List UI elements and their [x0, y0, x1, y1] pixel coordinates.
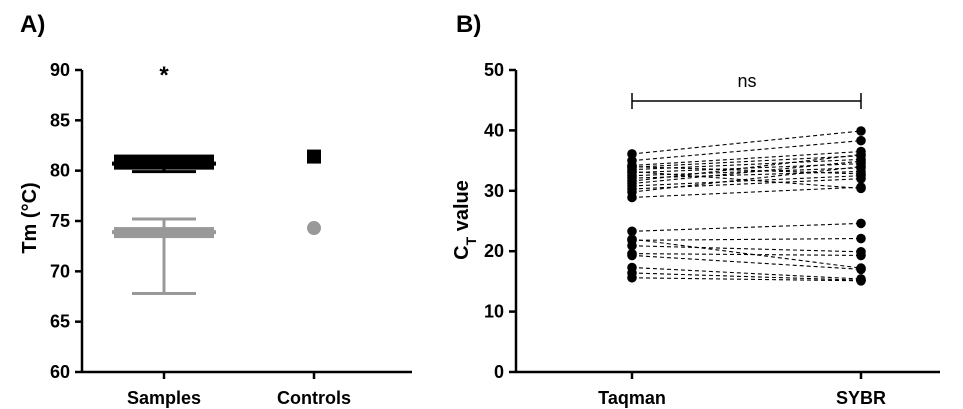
taqman-point	[627, 149, 637, 159]
paired-line	[631, 245, 862, 253]
panel-b-y-tick-label: 40	[484, 120, 504, 140]
panel-b-x-tick-label: SYBR	[836, 388, 886, 408]
sybr-point	[856, 250, 866, 261]
panel-b-label: B)	[456, 11, 481, 38]
taqman-point	[627, 226, 637, 237]
panel-a-y-tick-label: 80	[50, 161, 70, 181]
paired-line	[631, 155, 862, 168]
data-point	[114, 154, 214, 161]
paired-line	[631, 166, 862, 175]
paired-line	[631, 237, 862, 241]
paired-line	[631, 130, 862, 155]
panel-a-x-tick-label: Controls	[277, 388, 351, 408]
paired-line	[631, 160, 862, 185]
sybr-point	[856, 233, 866, 244]
panel-a-y-tick-label: 85	[50, 110, 70, 130]
panel-a-y-tick-label: 90	[50, 60, 70, 80]
panel-a-x-axis: Samples Controls	[82, 370, 412, 408]
taqman-point	[627, 240, 637, 251]
control-circle-marker	[307, 221, 321, 236]
panel-a-x-tick-label: Samples	[127, 388, 201, 408]
panel-a-marks	[112, 149, 321, 295]
panel-a-significance-marker: *	[159, 62, 169, 89]
panel-a-y-tick-label: 75	[50, 211, 70, 231]
paired-line	[631, 254, 862, 270]
panel-b-y-tick-label: 10	[484, 302, 504, 322]
panel-b-marks	[627, 126, 866, 286]
taqman-point	[627, 272, 637, 283]
panel-b-x-tick-label: Taqman	[598, 388, 666, 408]
panel-b-y-tick-label: 30	[484, 181, 504, 201]
panel-b-x-axis: Taqman SYBR	[516, 370, 940, 408]
sybr-point	[856, 126, 866, 136]
sybr-point	[856, 169, 866, 179]
panel-b-y-tick-label: 20	[484, 241, 504, 261]
control-square-marker	[307, 149, 321, 164]
panel-b: B) 0 10 20 30 40 50 Taqman SYBR ns CT value	[451, 11, 940, 408]
panel-a-y-tick-label: 65	[50, 312, 70, 332]
panel-b-y-axis-title: CT value	[451, 180, 479, 260]
sybr-point	[856, 135, 866, 146]
taqman-point	[627, 250, 637, 261]
paired-line	[631, 277, 862, 282]
panel-b-ylabel-main: C	[451, 245, 473, 259]
panel-a-ylabel-main: Tm	[19, 224, 41, 254]
paired-line	[631, 154, 862, 182]
panel-b-y-tick-label: 0	[494, 362, 504, 382]
panel-a-y-axis-title: Tm (°C)	[19, 182, 41, 253]
panel-b-y-axis: 0 10 20 30 40 50	[484, 60, 518, 382]
data-point	[114, 158, 214, 165]
paired-line	[631, 238, 862, 269]
paired-line	[631, 253, 862, 256]
panel-a-y-tick-label: 60	[50, 362, 70, 382]
panel-a-y-axis: 60 65 70 75 80 85 90	[50, 60, 84, 382]
panel-a-ylabel-unit: (°C)	[19, 182, 41, 218]
panel-b-ns-bracket	[631, 93, 862, 109]
taqman-point	[627, 192, 637, 203]
paired-line	[631, 175, 862, 187]
paired-line	[631, 222, 862, 232]
taqman-point	[627, 161, 637, 172]
sybr-point	[856, 161, 866, 172]
panel-a: A) 60 65 70 75 80 85 90 Samples Controls * Tm (…	[19, 11, 412, 408]
sybr-point	[856, 264, 866, 275]
sybr-point	[856, 149, 866, 160]
panel-b-ylabel-rest: value	[451, 180, 473, 237]
paired-line	[631, 140, 862, 162]
sybr-point	[856, 183, 866, 194]
panel-b-ylabel-sub: T	[463, 236, 479, 245]
panel-a-label: A)	[20, 11, 45, 38]
paired-line	[631, 186, 862, 198]
panel-a-y-tick-label: 70	[50, 261, 70, 281]
paired-line	[631, 170, 862, 189]
paired-line	[631, 272, 862, 281]
sybr-point	[856, 275, 866, 286]
sybr-point	[856, 218, 866, 229]
panel-b-ns-label: ns	[737, 71, 756, 91]
paired-line	[631, 166, 862, 193]
paired-line	[631, 150, 862, 166]
panel-b-y-tick-label: 50	[484, 60, 504, 80]
paired-line	[631, 266, 862, 280]
